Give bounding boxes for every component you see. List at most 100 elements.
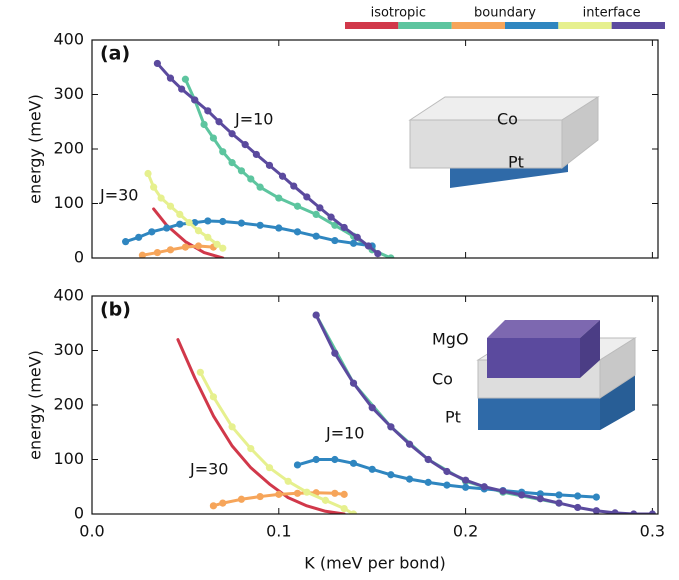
marker bbox=[293, 228, 302, 236]
annotation: J=30 bbox=[189, 460, 228, 479]
legend-swatch bbox=[451, 22, 505, 29]
marker bbox=[424, 478, 432, 486]
legend-swatch bbox=[505, 22, 559, 29]
marker bbox=[241, 141, 249, 149]
marker bbox=[368, 465, 376, 473]
marker bbox=[265, 464, 274, 472]
inset-label: Co bbox=[497, 110, 518, 129]
marker bbox=[555, 491, 563, 499]
marker bbox=[555, 499, 563, 507]
marker bbox=[215, 118, 223, 126]
y-tick-label: 0 bbox=[74, 504, 84, 523]
y-tick-label: 100 bbox=[53, 193, 84, 212]
marker bbox=[181, 243, 189, 251]
inset-b: MgO Co Pt bbox=[432, 320, 637, 430]
marker bbox=[204, 233, 212, 241]
marker bbox=[574, 492, 582, 500]
marker bbox=[157, 194, 165, 202]
marker bbox=[303, 193, 311, 201]
panel-label: (b) bbox=[100, 299, 131, 321]
marker bbox=[340, 490, 348, 498]
marker bbox=[303, 488, 311, 496]
marker bbox=[331, 489, 339, 497]
marker bbox=[219, 217, 227, 226]
marker bbox=[247, 445, 255, 453]
legend-label: interface bbox=[583, 6, 641, 21]
marker bbox=[284, 477, 292, 485]
marker bbox=[368, 404, 376, 412]
marker bbox=[153, 59, 161, 68]
marker bbox=[312, 210, 320, 218]
marker bbox=[166, 246, 175, 254]
marker bbox=[592, 507, 600, 514]
marker bbox=[290, 182, 298, 190]
marker bbox=[191, 96, 199, 104]
marker bbox=[204, 107, 212, 115]
series-line bbox=[198, 370, 356, 514]
marker bbox=[219, 148, 227, 156]
marker bbox=[228, 423, 236, 431]
marker bbox=[312, 311, 320, 319]
marker bbox=[176, 220, 184, 228]
marker bbox=[536, 495, 544, 503]
series-line bbox=[152, 207, 225, 258]
marker bbox=[178, 85, 186, 93]
marker bbox=[196, 368, 204, 376]
marker bbox=[219, 499, 227, 507]
marker bbox=[405, 440, 414, 448]
marker bbox=[144, 169, 152, 178]
legend-swatch bbox=[611, 22, 665, 29]
marker bbox=[312, 455, 320, 464]
x-tick-label: 0.0 bbox=[79, 522, 104, 541]
marker bbox=[194, 227, 203, 235]
marker bbox=[574, 503, 582, 512]
marker bbox=[321, 496, 330, 504]
marker bbox=[275, 490, 283, 498]
marker bbox=[153, 248, 161, 257]
legend-label: boundary bbox=[474, 6, 536, 21]
marker bbox=[219, 244, 227, 252]
marker bbox=[166, 74, 175, 82]
marker bbox=[349, 379, 358, 387]
marker bbox=[331, 221, 339, 229]
marker bbox=[293, 461, 302, 469]
marker bbox=[181, 75, 189, 83]
frame bbox=[91, 295, 659, 515]
marker bbox=[265, 161, 274, 169]
y-axis-label: energy (meV) bbox=[26, 94, 45, 204]
marker bbox=[331, 236, 339, 245]
marker bbox=[135, 233, 143, 241]
inset-a: Co Pt bbox=[408, 96, 600, 188]
marker bbox=[364, 242, 373, 250]
marker bbox=[387, 254, 395, 258]
marker bbox=[480, 483, 488, 491]
y-tick-label: 400 bbox=[53, 286, 84, 305]
series-line bbox=[124, 219, 374, 248]
marker bbox=[209, 502, 218, 510]
y-tick-label: 400 bbox=[53, 30, 84, 49]
marker bbox=[150, 183, 158, 191]
annotation: J=10 bbox=[325, 424, 364, 443]
marker bbox=[424, 455, 432, 464]
y-axis-label: energy (meV) bbox=[26, 350, 45, 460]
marker bbox=[518, 491, 526, 499]
marker bbox=[293, 202, 302, 210]
series-line bbox=[146, 172, 225, 250]
legend-swatch bbox=[398, 22, 452, 29]
x-axis-label: K (meV per bond) bbox=[304, 554, 445, 573]
frame bbox=[91, 39, 659, 259]
marker bbox=[256, 221, 264, 229]
inset-label: Co bbox=[432, 370, 453, 389]
x-tick-label: 0.2 bbox=[453, 522, 478, 541]
marker bbox=[349, 459, 358, 467]
marker bbox=[237, 167, 246, 175]
marker bbox=[176, 210, 184, 218]
inset-label: Pt bbox=[508, 153, 524, 172]
marker bbox=[349, 510, 358, 514]
marker bbox=[148, 228, 156, 236]
y-tick-label: 100 bbox=[53, 449, 84, 468]
legend-swatch bbox=[558, 22, 612, 29]
marker bbox=[316, 204, 324, 212]
x-tick-label: 0.3 bbox=[640, 522, 665, 541]
